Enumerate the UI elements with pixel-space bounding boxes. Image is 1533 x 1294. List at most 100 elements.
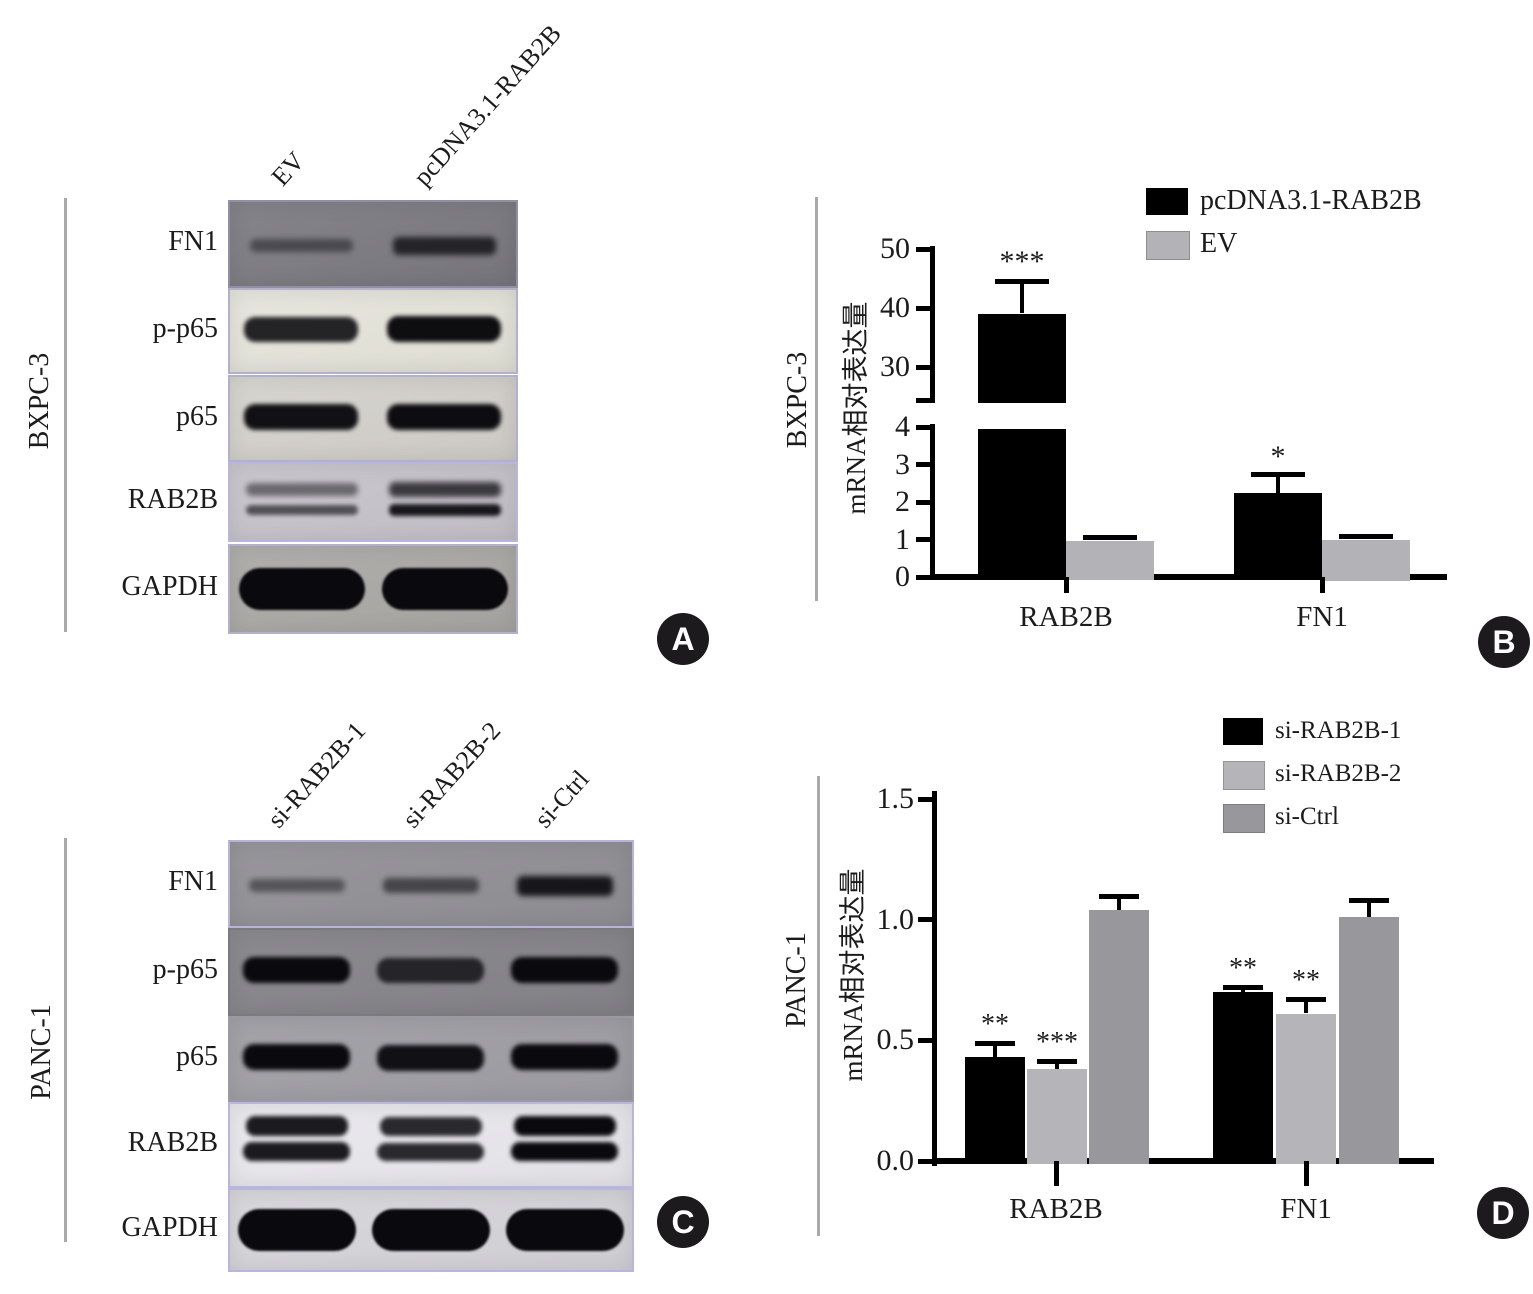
panel-b-bar-fn1-pcdna3-1-rab2b (1234, 493, 1322, 580)
panel-b-bar-rab2b-pcdna3-1-rab2b-error-stem (1020, 281, 1024, 313)
panel-d-legend-label-si-ctrl: si-Ctrl (1275, 803, 1339, 830)
panel-d-letter: D (1491, 1195, 1515, 1231)
panel-c-band-p65-lane3 (511, 1044, 618, 1070)
panel-b-bar-fn1-pcdna3-1-rab2b-error-stem (1276, 476, 1280, 493)
panel-c-lane-label-si-ctrl: si-Ctrl (528, 764, 595, 834)
panel-c-band-gapdh-lane3 (506, 1209, 624, 1251)
panel-c-protein-label-p65: p65 (176, 1041, 218, 1072)
panel-d-label-circle: D (1477, 1187, 1529, 1239)
panel-d-y-tick-0-5 (918, 1038, 934, 1043)
panel-a-blot-gapdh (228, 544, 518, 634)
panel-c-band-p-p65-lane1 (243, 957, 350, 983)
panel-b-y-tick-label-30: 30 (880, 350, 910, 383)
panel-a-protein-label-fn1: FN1 (168, 226, 218, 257)
panel-d-x-label-rab2b: RAB2B (1009, 1193, 1103, 1225)
panel-c-band-p65-lane1 (243, 1044, 350, 1070)
panel-b-legend-swatch-ev (1146, 231, 1190, 260)
panel-a-band-gapdh-lane2 (382, 568, 508, 610)
panel-a-band-rab2b-lane2-1 (389, 482, 501, 497)
panel-a-letter: A (671, 621, 695, 657)
panel-d-sig-fn1-si-rab2b-2: ** (1292, 965, 1320, 996)
panel-d-legend-swatch-si-ctrl (1223, 804, 1265, 833)
panel-a-lane-label-pcdna3-1-rab2b: pcDNA3.1-RAB2B (407, 18, 567, 192)
panel-c-protein-label-p-p65: p-p65 (152, 954, 218, 985)
panel-b-x-axis (930, 574, 1447, 580)
panel-b-y-tick-1 (916, 537, 932, 542)
panel-b-y-tick-label-2: 2 (895, 485, 910, 518)
panel-c-band-gapdh-lane1 (238, 1209, 356, 1251)
panel-a-protein-label-p-p65: p-p65 (152, 313, 218, 344)
panel-b-separator (815, 197, 818, 601)
panel-c-band-p-p65-lane3 (511, 957, 618, 983)
panel-d-y-tick-1-0 (918, 917, 934, 922)
panel-b-legend-label-pcdna3-1-rab2b: pcDNA3.1-RAB2B (1200, 185, 1422, 216)
panel-b-letter: B (1492, 624, 1516, 660)
panel-a-band-rab2b-lane1-1 (246, 483, 358, 496)
panel-b-y-tick-label-50: 50 (880, 232, 910, 265)
panel-d-bar-rab2b-si-ctrl-error-stem (1117, 896, 1121, 910)
panel-d-x-axis (932, 1158, 1434, 1164)
panel-a-band-rab2b-lane1-2 (246, 505, 358, 515)
panel-b-y-tick-label-0: 0 (895, 560, 910, 593)
panel-d-legend-swatch-si-rab2b-2 (1223, 761, 1265, 790)
panel-c-band-rab2b-lane3-2 (511, 1142, 618, 1161)
panel-b-y-tick-label-40: 40 (880, 291, 910, 324)
panel-d-bar-rab2b-si-ctrl-error-cap (1099, 894, 1139, 899)
panel-b-y-axis-break-cap (916, 398, 932, 403)
panel-a-band-p65-lane1 (244, 404, 358, 430)
panel-c-blot-fn1 (228, 840, 634, 928)
panel-a-blot-p-p65 (228, 288, 518, 374)
panel-b-bar-rab2b-pcdna3-1-rab2b-lower (978, 429, 1066, 577)
panel-d-bar-rab2b-si-rab2b-1-error-stem (993, 1043, 997, 1057)
panel-a-blot-rab2b (228, 462, 518, 542)
panel-d-y-tick-0-0 (918, 1159, 934, 1164)
panel-c-protein-label-fn1: FN1 (168, 866, 218, 897)
panel-a-band-gapdh-lane1 (239, 568, 365, 610)
panel-c-blot-rab2b (228, 1102, 634, 1188)
panel-b-y-tick-4 (916, 425, 932, 430)
panel-d-y-axis-title: mRNA相对表达量 (838, 868, 868, 1082)
panel-a-protein-label-p65: p65 (176, 401, 218, 432)
panel-c-band-rab2b-lane1-2 (243, 1142, 350, 1161)
panel-c-lane-label-si-rab2b-2: si-RAB2B-2 (396, 716, 507, 834)
panel-b-cell-line-label: BXPC-3 (782, 351, 813, 449)
panel-d-bar-fn1-si-ctrl-error-cap (1349, 898, 1389, 903)
panel-b-bar-fn1-pcdna3-1-rab2b-error-cap (1251, 472, 1305, 477)
panel-b-bar-rab2b-ev-error-cap (1083, 535, 1137, 540)
panel-d-sig-fn1-si-rab2b-1: ** (1229, 953, 1257, 984)
panel-d-y-tick-label-0-5: 0.5 (876, 1023, 915, 1056)
panel-c-protein-label-gapdh: GAPDH (121, 1212, 218, 1243)
panel-b-bar-fn1-ev-error-cap (1339, 534, 1393, 539)
panel-d-y-tick-label-0-0: 0.0 (876, 1144, 915, 1177)
panel-d-bar-fn1-si-ctrl-error-stem (1367, 900, 1371, 917)
panel-a-band-p65-lane2 (387, 404, 501, 430)
panel-b-y-tick-0 (916, 575, 932, 580)
panel-b-bar-fn1-ev (1322, 540, 1410, 581)
panel-c-blot-gapdh (228, 1188, 634, 1272)
panel-b-bar-rab2b-pcdna3-1-rab2b-upper (978, 314, 1066, 403)
panel-c-band-rab2b-lane1-1 (246, 1116, 348, 1136)
panel-d-x-tick-rab2b (1054, 1161, 1059, 1186)
panel-c-band-fn1-lane2 (383, 878, 479, 893)
panel-d-bar-rab2b-si-rab2b-2 (1027, 1069, 1087, 1164)
panel-b-legend-label-ev: EV (1200, 228, 1238, 259)
panel-d-sig-rab2b-si-rab2b-2: *** (1036, 1027, 1078, 1058)
panel-b-y-tick-label-4: 4 (895, 410, 910, 443)
panel-d-x-label-fn1: FN1 (1280, 1193, 1332, 1225)
panel-b-sig-rab2b-pcdna3-1-rab2b: *** (999, 245, 1045, 278)
panel-d-bar-fn1-si-rab2b-2-error-stem (1304, 999, 1308, 1013)
panel-a-lane-label-ev: EV (265, 146, 311, 192)
panel-d-cell-line-label: PANC-1 (781, 932, 812, 1028)
panel-d-legend-label-si-rab2b-1: si-RAB2B-1 (1275, 717, 1402, 744)
panel-c-blot-p-p65 (228, 928, 634, 1016)
panel-b-sig-fn1-pcdna3-1-rab2b: * (1270, 440, 1286, 473)
panel-c-protein-label-rab2b: RAB2B (127, 1127, 218, 1158)
panel-d-bar-rab2b-si-rab2b-1 (965, 1057, 1025, 1164)
panel-c-band-p65-lane2 (377, 1045, 484, 1071)
panel-d-bar-fn1-si-rab2b-2-error-cap (1286, 997, 1326, 1002)
panel-b-y-tick-2 (916, 500, 932, 505)
panel-d-x-tick-fn1 (1304, 1161, 1309, 1186)
panel-d-bar-fn1-si-rab2b-1-error-cap (1223, 985, 1263, 990)
panel-d-bar-fn1-si-ctrl (1339, 917, 1399, 1164)
panel-d-legend-label-si-rab2b-2: si-RAB2B-2 (1275, 760, 1402, 787)
